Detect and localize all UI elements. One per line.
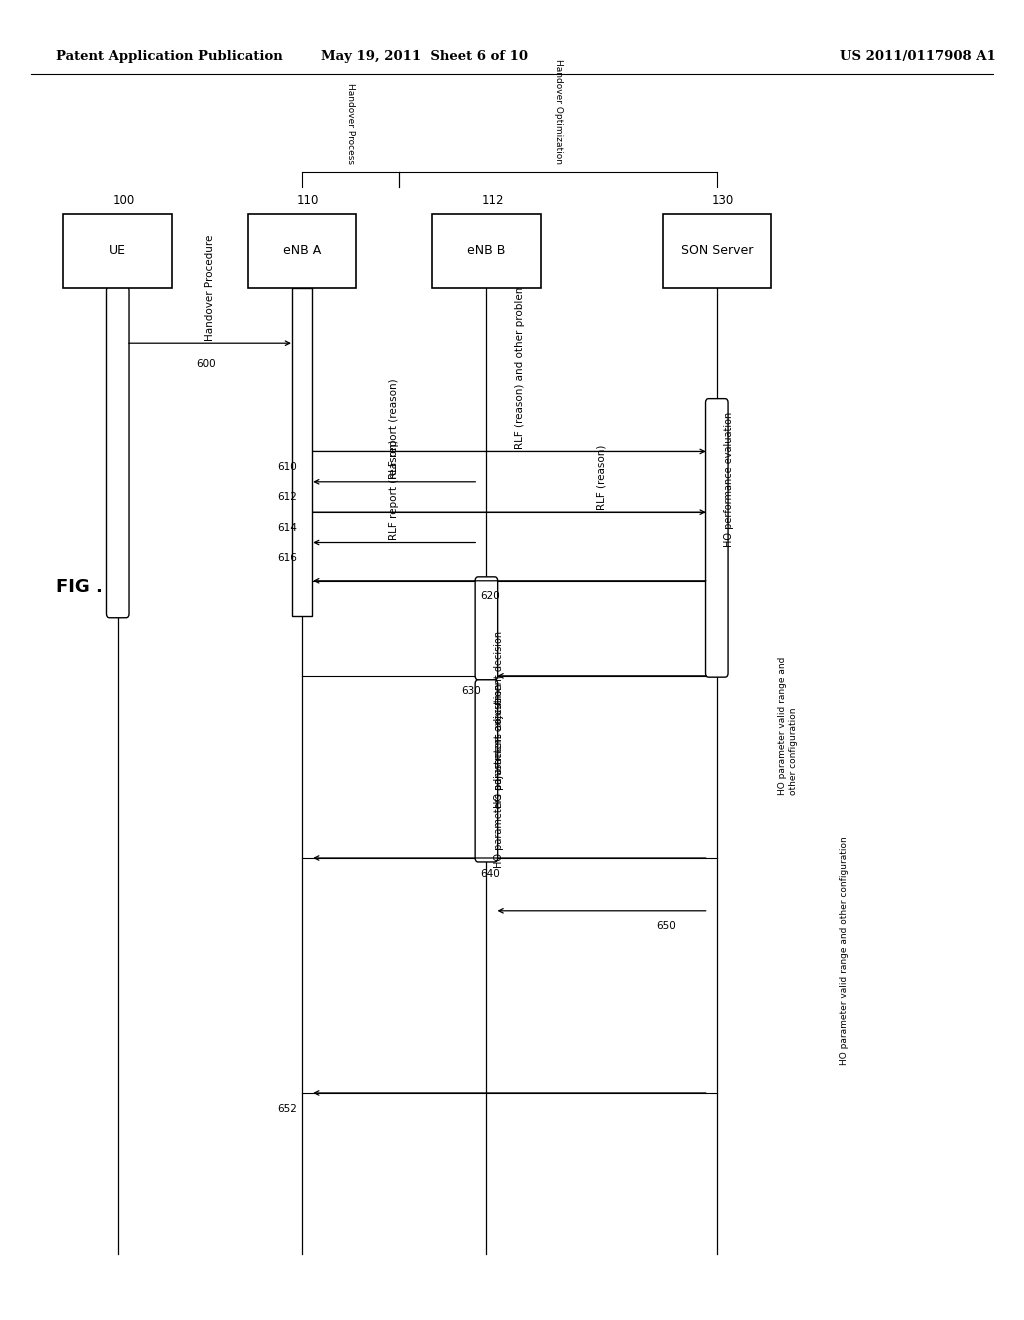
Text: 110: 110 — [297, 194, 319, 207]
Text: 616: 616 — [278, 553, 297, 564]
FancyBboxPatch shape — [663, 214, 771, 288]
Text: 630: 630 — [462, 686, 481, 697]
Text: SON Server: SON Server — [681, 244, 753, 257]
Text: 650: 650 — [656, 921, 676, 932]
FancyBboxPatch shape — [248, 214, 356, 288]
FancyBboxPatch shape — [63, 214, 172, 288]
FancyBboxPatch shape — [106, 286, 129, 618]
Text: Handover Process: Handover Process — [346, 83, 355, 164]
Text: 130: 130 — [712, 194, 734, 207]
Text: May 19, 2011  Sheet 6 of 10: May 19, 2011 Sheet 6 of 10 — [322, 50, 528, 63]
Text: 640: 640 — [480, 869, 500, 879]
Text: 600: 600 — [197, 359, 216, 370]
Text: RLF (reason) and other problem report: RLF (reason) and other problem report — [515, 248, 524, 449]
Text: HO parameters adjustment execution: HO parameters adjustment execution — [494, 684, 504, 869]
Text: Handover Procedure: Handover Procedure — [205, 234, 215, 341]
Text: Handover Optimization: Handover Optimization — [554, 58, 562, 164]
Text: 652: 652 — [278, 1104, 297, 1114]
Text: FIG . 6: FIG . 6 — [56, 578, 122, 597]
Text: RLF report (reason): RLF report (reason) — [389, 379, 399, 479]
Text: eNB B: eNB B — [467, 244, 506, 257]
Text: 112: 112 — [481, 194, 504, 207]
Text: HO parameter valid range and other configuration: HO parameter valid range and other confi… — [840, 836, 849, 1065]
FancyBboxPatch shape — [475, 577, 498, 680]
FancyBboxPatch shape — [432, 214, 541, 288]
Text: 610: 610 — [278, 462, 297, 473]
Text: RLF report (reason): RLF report (reason) — [389, 440, 399, 540]
Text: 620: 620 — [480, 591, 500, 602]
FancyBboxPatch shape — [475, 680, 498, 862]
Text: 612: 612 — [278, 492, 297, 503]
FancyBboxPatch shape — [292, 288, 312, 616]
Text: US 2011/0117908 A1: US 2011/0117908 A1 — [840, 50, 995, 63]
FancyBboxPatch shape — [706, 399, 728, 677]
Text: 614: 614 — [278, 523, 297, 533]
Text: eNB A: eNB A — [283, 244, 322, 257]
Text: Patent Application Publication: Patent Application Publication — [56, 50, 283, 63]
Text: RLF (reason): RLF (reason) — [597, 444, 606, 510]
Text: HO parameters adjustment decision: HO parameters adjustment decision — [494, 631, 504, 808]
Text: UE: UE — [110, 244, 126, 257]
Text: HO performance evaluation: HO performance evaluation — [724, 412, 734, 546]
Text: HO parameter valid range and
other configuration: HO parameter valid range and other confi… — [778, 657, 798, 795]
Text: 100: 100 — [113, 194, 135, 207]
